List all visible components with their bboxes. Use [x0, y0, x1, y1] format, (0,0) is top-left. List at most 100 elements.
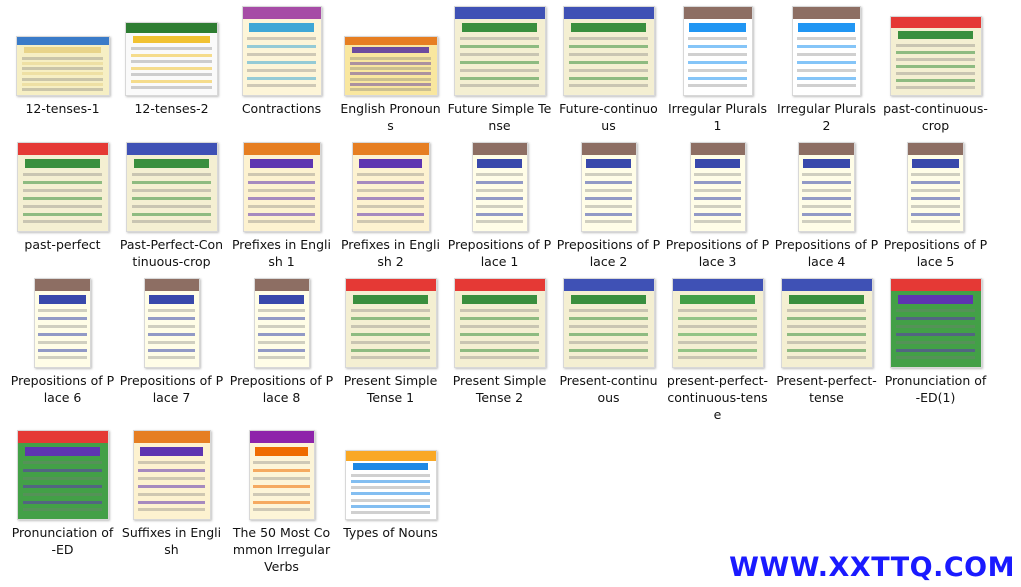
thumbnail-frame [227, 276, 336, 368]
image-thumbnail-icon [671, 278, 764, 368]
file-item[interactable]: Suffixes in English [117, 428, 226, 558]
image-thumbnail-icon [132, 430, 211, 520]
image-thumbnail-icon [562, 6, 655, 96]
image-thumbnail-icon [16, 142, 109, 232]
file-name-label: Prepositions of Place 5 [883, 237, 988, 269]
file-item[interactable]: Prepositions of Place 4 [772, 140, 881, 270]
file-item[interactable]: The 50 Most Common Irregular Verbs [227, 428, 336, 575]
file-item[interactable]: 12-tenses-2 [117, 4, 226, 117]
image-thumbnail-icon [889, 16, 982, 96]
image-thumbnail-icon [241, 6, 322, 96]
file-name-label: Prepositions of Place 7 [119, 373, 224, 405]
image-thumbnail-icon [344, 450, 437, 520]
file-item[interactable]: Prepositions of Place 3 [663, 140, 772, 270]
image-thumbnail-icon [580, 142, 637, 232]
file-name-label: Pronunciation of -ED(1) [884, 373, 987, 405]
file-name-label: 12-tenses-1 [25, 101, 100, 116]
file-item[interactable]: Prepositions of Place 5 [881, 140, 990, 270]
file-name-label: Present-perfect-tense [776, 373, 877, 405]
thumbnail-frame [554, 4, 663, 96]
file-item[interactable]: Contractions [227, 4, 336, 117]
file-name-label: Present Simple Tense 2 [452, 373, 547, 405]
file-item[interactable]: Prepositions of Place 2 [554, 140, 663, 270]
file-name-label: Prefixes in English 1 [231, 237, 331, 269]
thumbnail-frame [227, 4, 336, 96]
thumbnail-frame [554, 140, 663, 232]
thumbnail-frame [772, 4, 881, 96]
image-thumbnail-icon [889, 278, 982, 368]
file-item[interactable]: past-perfect [8, 140, 117, 253]
file-item[interactable]: Future Simple Tense [445, 4, 554, 134]
file-name-label: Prepositions of Place 3 [665, 237, 770, 269]
image-thumbnail-icon [344, 278, 437, 368]
file-name-label: Irregular Plurals 2 [777, 101, 876, 133]
image-thumbnail-icon [453, 278, 546, 368]
file-item[interactable]: Present-continuous [554, 276, 663, 406]
thumbnail-frame [336, 140, 445, 232]
file-name-label: Future-continuous [559, 101, 658, 133]
image-thumbnail-icon [792, 6, 861, 96]
file-name-label: Prepositions of Place 4 [774, 237, 879, 269]
file-name-label: Prepositions of Place 8 [229, 373, 334, 405]
file-item[interactable]: past-continuous-crop [881, 4, 990, 134]
file-item[interactable]: 12-tenses-1 [8, 4, 117, 117]
file-name-label: present-perfect-continuous-tense [666, 373, 769, 422]
thumbnail-frame [663, 276, 772, 368]
file-name-label: English Pronouns [340, 101, 441, 133]
image-thumbnail-icon [351, 142, 430, 232]
thumbnail-frame [8, 276, 117, 368]
thumbnail-frame [8, 428, 117, 520]
file-item[interactable]: Prefixes in English 2 [336, 140, 445, 270]
thumbnail-frame [772, 276, 881, 368]
thumbnail-frame [554, 276, 663, 368]
thumbnail-frame [227, 428, 336, 520]
file-item[interactable]: Prepositions of Place 7 [117, 276, 226, 406]
file-name-label: Prepositions of Place 6 [10, 373, 115, 405]
image-thumbnail-icon [343, 36, 438, 96]
thumbnail-frame [881, 140, 990, 232]
thumbnail-frame [663, 4, 772, 96]
file-item[interactable]: Prepositions of Place 1 [445, 140, 554, 270]
file-item[interactable]: Pronunciation of -ED(1) [881, 276, 990, 406]
watermark-text: WWW.XXTTQ.COM [729, 552, 1015, 583]
file-name-label: 12-tenses-2 [134, 101, 209, 116]
file-item[interactable]: present-perfect-continuous-tense [663, 276, 772, 423]
thumbnail-frame [663, 140, 772, 232]
thumbnail-frame [881, 276, 990, 368]
file-item[interactable]: Irregular Plurals 2 [772, 4, 881, 134]
file-item[interactable]: Present-perfect-tense [772, 276, 881, 406]
thumbnail-frame [8, 4, 117, 96]
image-thumbnail-icon [125, 142, 218, 232]
file-name-label: past-perfect [24, 237, 101, 252]
file-name-label: Types of Nouns [343, 525, 438, 540]
image-thumbnail-icon [798, 142, 855, 232]
file-name-label: Past-Perfect-Continuous-crop [119, 237, 224, 269]
thumbnail-frame [336, 428, 445, 520]
file-item[interactable]: Irregular Plurals 1 [663, 4, 772, 134]
thumbnail-frame [117, 276, 226, 368]
thumbnail-frame [227, 140, 336, 232]
image-thumbnail-icon [15, 36, 110, 96]
file-item[interactable]: Past-Perfect-Continuous-crop [117, 140, 226, 270]
image-thumbnail-icon [143, 278, 200, 368]
file-item[interactable]: Prefixes in English 1 [227, 140, 336, 270]
file-item[interactable]: Prepositions of Place 6 [8, 276, 117, 406]
file-item[interactable]: Pronunciation of -ED [8, 428, 117, 558]
file-item[interactable]: Types of Nouns [336, 428, 445, 541]
file-name-label: past-continuous-crop [883, 101, 988, 133]
file-name-label: Present-continuous [559, 373, 658, 405]
thumbnail-frame [445, 276, 554, 368]
file-item[interactable]: Present Simple Tense 1 [336, 276, 445, 406]
thumbnail-frame [117, 428, 226, 520]
file-name-label: Irregular Plurals 1 [668, 101, 767, 133]
file-item[interactable]: Future-continuous [554, 4, 663, 134]
file-item[interactable]: Prepositions of Place 8 [227, 276, 336, 406]
file-name-label: Prepositions of Place 2 [556, 237, 661, 269]
thumbnail-frame [8, 140, 117, 232]
file-item[interactable]: English Pronouns [336, 4, 445, 134]
file-item[interactable]: Present Simple Tense 2 [445, 276, 554, 406]
image-thumbnail-icon [682, 6, 753, 96]
image-thumbnail-icon [248, 430, 315, 520]
file-name-label: The 50 Most Common Irregular Verbs [232, 525, 331, 574]
